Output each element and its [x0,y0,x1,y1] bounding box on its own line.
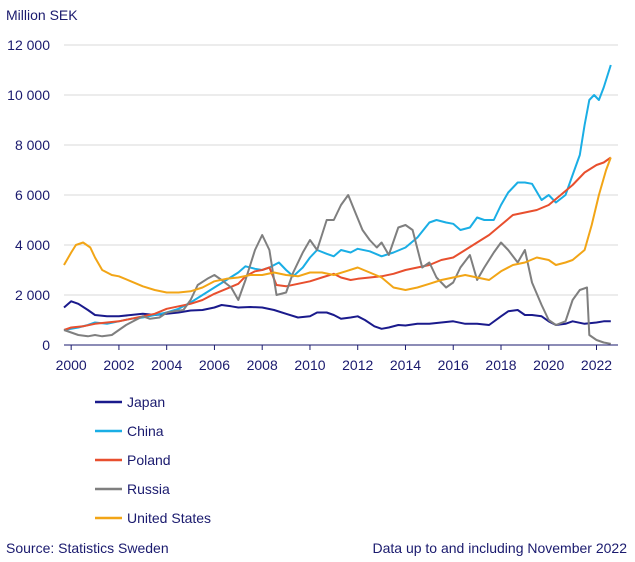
x-tick-label: 2022 [581,357,612,373]
x-tick-label: 2016 [438,357,469,373]
legend: Japan China Poland Russia United States [95,394,211,526]
x-tick-label: 2010 [294,357,325,373]
line-chart: Million SEK 0 2 000 4 000 6 000 8 000 10 000 1… [6,7,618,526]
legend-label-russia: Russia [127,481,170,497]
y-tick-label: 10 000 [7,87,50,103]
legend-label-poland: Poland [127,452,171,468]
y-tick-label: 4 000 [15,237,50,253]
y-tick-label: 2 000 [15,287,50,303]
x-tick-label: 2008 [247,357,278,373]
x-tick-label: 2020 [533,357,564,373]
series-line-china [63,64,612,331]
x-tick-label: 2004 [151,357,182,373]
x-tick-label: 2014 [390,357,421,373]
series-line-united-states [63,157,612,294]
gridlines [64,44,618,346]
series-line-poland [63,156,612,331]
series-lines [63,64,612,345]
series-line-russia [63,194,611,345]
y-tick-label: 12 000 [7,37,50,53]
x-tick-label: 2006 [199,357,230,373]
data-coverage-note: Data up to and including November 2022 [372,540,627,556]
y-tick-label: 8 000 [15,137,50,153]
y-axis-ticks: 0 2 000 4 000 6 000 8 000 10 000 12 000 [7,37,50,353]
y-axis-label: Million SEK [6,7,78,23]
y-tick-label: 0 [42,337,50,353]
x-tick-label: 2018 [485,357,516,373]
x-tick-label: 2000 [56,357,87,373]
legend-label-united-states: United States [127,510,211,526]
x-axis-ticks: 2000 2002 2004 2006 2008 2010 2012 2014 2016 2018… [56,345,612,373]
legend-label-china: China [127,423,164,439]
source-note: Source: Statistics Sweden [6,540,169,556]
legend-label-japan: Japan [127,394,165,410]
y-tick-label: 6 000 [15,187,50,203]
x-tick-label: 2012 [342,357,373,373]
x-tick-label: 2002 [103,357,134,373]
